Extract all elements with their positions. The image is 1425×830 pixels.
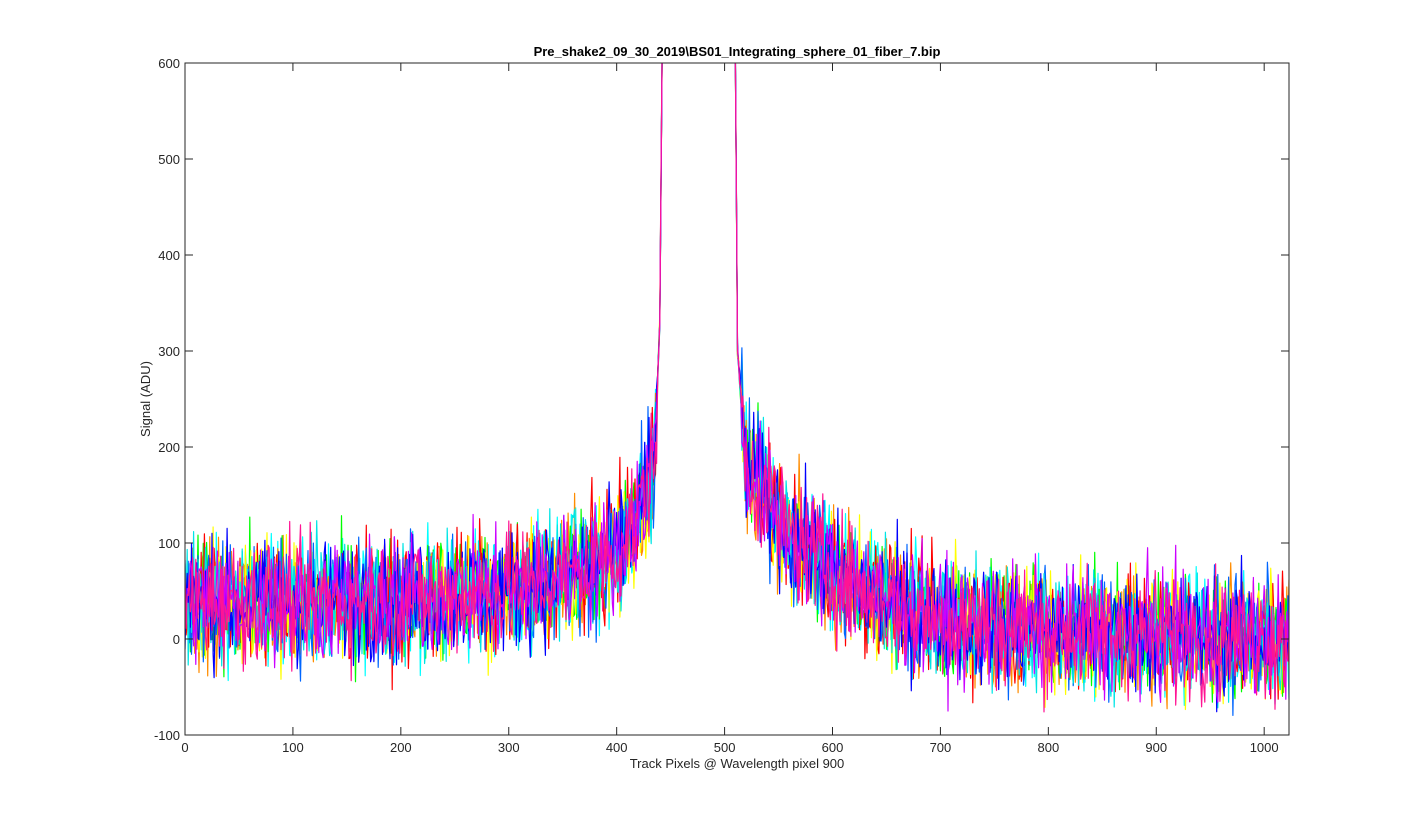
y-tick-label: 0 — [173, 632, 180, 647]
y-tick-label: 300 — [158, 344, 180, 359]
x-tick-label: 0 — [181, 740, 188, 755]
x-tick-label: 1000 — [1250, 740, 1279, 755]
x-tick-label: 200 — [390, 740, 412, 755]
chart-title: Pre_shake2_09_30_2019\BS01_Integrating_s… — [534, 44, 941, 59]
x-tick-label: 500 — [714, 740, 736, 755]
x-tick-label: 800 — [1037, 740, 1059, 755]
y-tick-label: 200 — [158, 440, 180, 455]
y-tick-label: 100 — [158, 536, 180, 551]
series-layer — [185, 63, 1289, 716]
x-tick-label: 600 — [822, 740, 844, 755]
x-tick-label: 300 — [498, 740, 520, 755]
plot-area-frame — [184, 62, 1290, 736]
x-axis: 0 100 200 300 400 500 600 700 800 900 1000 — [181, 63, 1279, 755]
y-tick-label: 500 — [158, 152, 180, 167]
x-tick-label: 100 — [282, 740, 304, 755]
series-line — [185, 63, 1289, 713]
x-tick-label: 700 — [930, 740, 952, 755]
y-axis-label: Signal (ADU) — [138, 361, 153, 437]
x-tick-label: 400 — [606, 740, 628, 755]
x-axis-label: Track Pixels @ Wavelength pixel 900 — [630, 756, 845, 771]
x-tick-label: 900 — [1145, 740, 1167, 755]
y-tick-label: 400 — [158, 248, 180, 263]
y-tick-label: 600 — [158, 56, 180, 71]
y-axis: -100 0 100 200 300 400 500 600 — [154, 56, 1289, 743]
y-tick-label: -100 — [154, 728, 180, 743]
